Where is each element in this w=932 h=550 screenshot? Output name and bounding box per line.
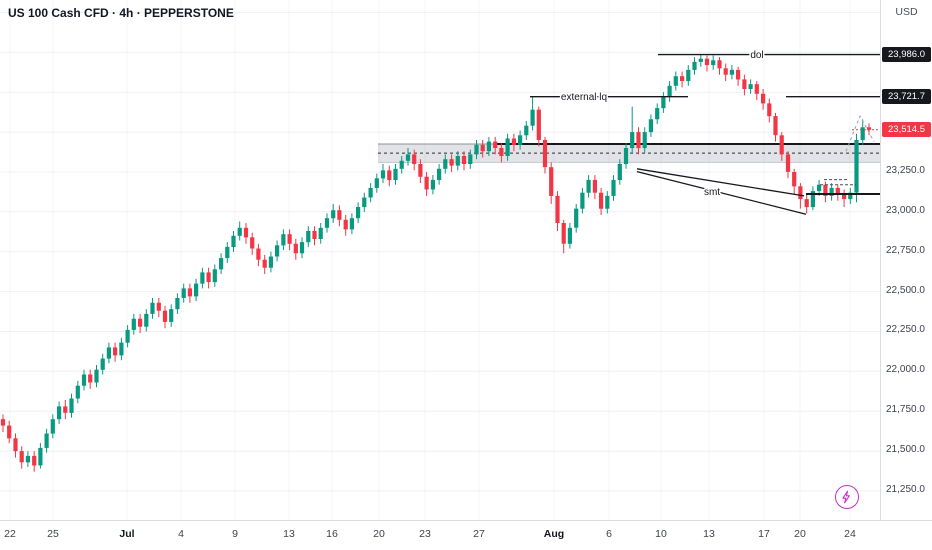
- price-tick: 22,500.0: [886, 284, 925, 296]
- time-tick: 13: [703, 528, 715, 540]
- lightning-icon: [842, 490, 850, 504]
- price-tick: 22,250.0: [886, 324, 925, 336]
- price-tick: 21,750.0: [886, 404, 925, 416]
- time-tick: 9: [232, 528, 238, 540]
- price-axis[interactable]: USD 23,250.0 23,000.0 22,750.0 22,500.0 22,2…: [880, 0, 932, 550]
- time-tick: 6: [606, 528, 612, 540]
- time-axis[interactable]: 22 25 Jul 4 9 13 16 20 23 27 Aug 6 10 13 17 20 24: [0, 520, 932, 550]
- currency-label: USD: [895, 6, 918, 18]
- price-tick: 21,250.0: [886, 483, 925, 495]
- time-tick: 4: [178, 528, 184, 540]
- time-tick: 22: [4, 528, 16, 540]
- time-tick: 20: [794, 528, 806, 540]
- svg-text:smt: smt: [704, 187, 720, 198]
- price-tick: 22,750.0: [886, 244, 925, 256]
- last-price-badge: 23,514.5: [882, 121, 931, 137]
- time-tick: 10: [655, 528, 667, 540]
- symbol-title: US 100 Cash CFD · 4h · PEPPERSTONE: [8, 6, 234, 20]
- level-price-badge: 23,986.0: [882, 46, 931, 62]
- price-tick: 23,000.0: [886, 204, 925, 216]
- time-tick: 25: [47, 528, 59, 540]
- level-price-badge: 23,721.7: [882, 88, 931, 104]
- quick-trade-button[interactable]: [835, 485, 859, 509]
- time-tick: 17: [758, 528, 770, 540]
- time-tick: 20: [373, 528, 385, 540]
- price-tick: 21,500.0: [886, 444, 925, 456]
- candlestick-chart[interactable]: dol external lq smt: [0, 0, 880, 520]
- time-tick: 24: [844, 528, 856, 540]
- time-tick: 27: [473, 528, 485, 540]
- price-tick: 22,000.0: [886, 364, 925, 376]
- svg-text:dol: dol: [750, 50, 763, 61]
- time-tick: Jul: [119, 528, 135, 540]
- time-tick: 16: [326, 528, 338, 540]
- price-tick: 23,250.0: [886, 164, 925, 176]
- time-tick: 23: [419, 528, 431, 540]
- svg-text:external lq: external lq: [561, 92, 607, 103]
- symbol-legend[interactable]: US 100 Cash CFD · 4h · PEPPERSTONE: [8, 6, 234, 20]
- time-tick: 13: [283, 528, 295, 540]
- time-tick: Aug: [543, 528, 565, 540]
